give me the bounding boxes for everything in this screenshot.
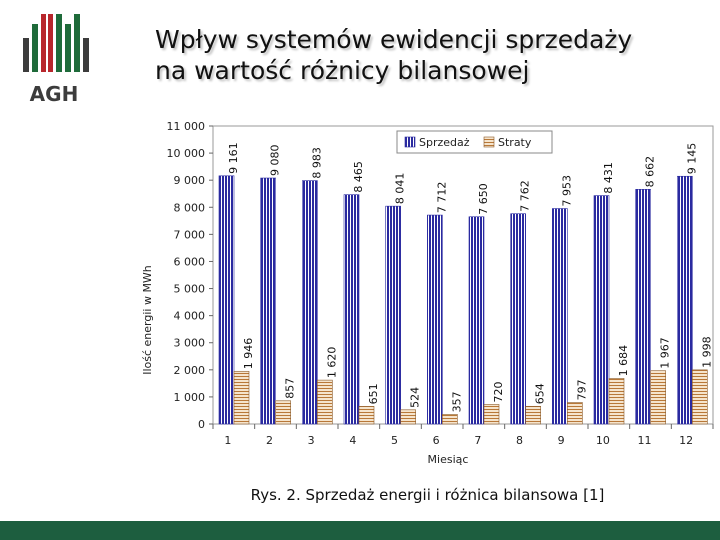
y-tick-label: 5 000 <box>174 283 206 296</box>
x-tick-label: 4 <box>349 434 356 447</box>
bar-value-label: 7 953 <box>560 175 573 207</box>
figure-caption: Rys. 2. Sprzedaż energii i różnica bilan… <box>250 486 605 504</box>
bar-value-label: 1 684 <box>617 345 630 377</box>
logo-text: AGH <box>30 82 79 105</box>
y-tick-label: 4 000 <box>174 310 206 323</box>
bar-straty <box>317 379 333 425</box>
bar-straty <box>400 409 416 425</box>
bar-sprzedaz <box>218 175 235 425</box>
bar-straty <box>525 405 541 425</box>
bar-sprzedaz <box>427 214 443 425</box>
logo-gray-bars <box>23 38 89 72</box>
bar-value-label: 8 983 <box>310 147 323 179</box>
legend <box>396 130 553 154</box>
bar-value-label: 8 465 <box>352 161 365 193</box>
bar-value-label: 1 967 <box>659 337 672 369</box>
bar-value-label: 524 <box>409 387 422 408</box>
bar-straty <box>275 400 291 425</box>
bar-value-label: 7 712 <box>435 182 448 214</box>
bar-value-label: 8 431 <box>602 162 615 194</box>
x-tick-label: 9 <box>558 434 565 447</box>
bar-straty <box>483 404 500 425</box>
x-tick-label: 3 <box>308 434 315 447</box>
bar-value-label: 7 650 <box>477 183 490 215</box>
x-tick-label: 2 <box>266 434 273 447</box>
bar-sprzedaz <box>343 194 360 425</box>
bar-value-label: 720 <box>492 381 505 402</box>
bar-sprzedaz <box>510 213 526 425</box>
bar-value-label: 651 <box>367 383 380 404</box>
bar-sprzedaz <box>468 216 485 425</box>
y-tick-label: 7 000 <box>174 228 206 241</box>
x-tick-label: 7 <box>474 434 481 447</box>
bar-chart: 0 1 000 2 000 3 000 4 000 5 000 6 000 7 000 8 00… <box>141 120 714 466</box>
y-tick-label: 2 000 <box>174 364 206 377</box>
x-tick-label: 11 <box>638 434 652 447</box>
bar-value-label: 857 <box>284 378 297 399</box>
footer-band <box>0 521 720 540</box>
y-tick-label: 8 000 <box>174 201 206 214</box>
legend-label: Sprzedaż <box>419 136 470 149</box>
bar-straty <box>567 402 583 425</box>
bar-sprzedaz <box>635 189 651 425</box>
agh-logo: AGH <box>23 14 89 105</box>
bar-value-label: 1 620 <box>325 347 338 379</box>
bar-straty <box>442 414 458 425</box>
bar-value-label: 8 041 <box>394 173 407 205</box>
bar-value-label: 357 <box>450 391 463 412</box>
legend-swatch-straty <box>483 136 495 148</box>
bar-value-label: 9 161 <box>227 142 240 174</box>
y-tick-label: 6 000 <box>174 255 206 268</box>
bar-straty <box>358 406 375 425</box>
bar-value-label: 7 762 <box>519 180 532 212</box>
bar-value-label: 9 080 <box>269 145 282 177</box>
bar-straty <box>692 369 708 425</box>
bar-value-label: 1 946 <box>242 338 255 370</box>
y-tick-label: 3 000 <box>174 337 206 350</box>
x-tick-label: 10 <box>596 434 610 447</box>
bar-straty <box>650 370 666 425</box>
x-tick-label: 5 <box>391 434 398 447</box>
legend-swatch-sprzedaz <box>404 136 416 148</box>
legend-label: Straty <box>498 136 532 149</box>
x-axis-title: Miesiąc <box>428 453 469 466</box>
bar-straty <box>608 378 625 425</box>
x-tick-label: 1 <box>224 434 231 447</box>
y-tick-label: 11 000 <box>167 120 206 133</box>
bar-value-label: 1 998 <box>700 336 713 368</box>
y-axis-title: Ilość energii w MWh <box>141 265 154 375</box>
y-tick-label: 0 <box>198 418 205 431</box>
bar-value-label: 654 <box>534 383 547 404</box>
bar-straty <box>233 370 250 425</box>
bar-sprzedaz <box>260 177 276 425</box>
x-tick-label: 8 <box>516 434 523 447</box>
slide-title-line-1: Wpływ systemów ewidencji sprzedaży <box>155 25 633 54</box>
bar-sprzedaz <box>385 205 401 425</box>
bar-sprzedaz <box>552 208 568 425</box>
logo-green-bars <box>32 14 80 72</box>
bar-value-label: 8 662 <box>644 156 657 188</box>
plot-area <box>212 125 714 425</box>
x-tick-label: 6 <box>433 434 440 447</box>
y-tick-label: 10 000 <box>167 147 206 160</box>
y-tick-label: 9 000 <box>174 174 206 187</box>
x-tick-label: 12 <box>679 434 693 447</box>
bar-sprzedaz <box>677 175 693 425</box>
bar-sprzedaz <box>302 180 318 425</box>
bar-sprzedaz <box>593 195 610 425</box>
logo-red-bars <box>41 14 53 72</box>
bar-value-label: 9 145 <box>685 143 698 175</box>
slide-title-line-2: na wartość różnicy bilansowej <box>155 56 530 85</box>
slide-title: Wpływ systemów ewidencji sprzedaży na wa… <box>155 24 715 86</box>
y-tick-label: 1 000 <box>174 391 206 404</box>
bar-value-label: 797 <box>575 379 588 400</box>
